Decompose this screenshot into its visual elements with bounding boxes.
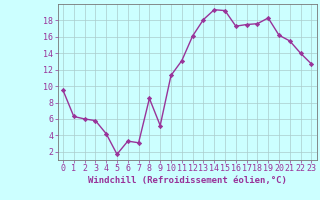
X-axis label: Windchill (Refroidissement éolien,°C): Windchill (Refroidissement éolien,°C) (88, 176, 287, 185)
